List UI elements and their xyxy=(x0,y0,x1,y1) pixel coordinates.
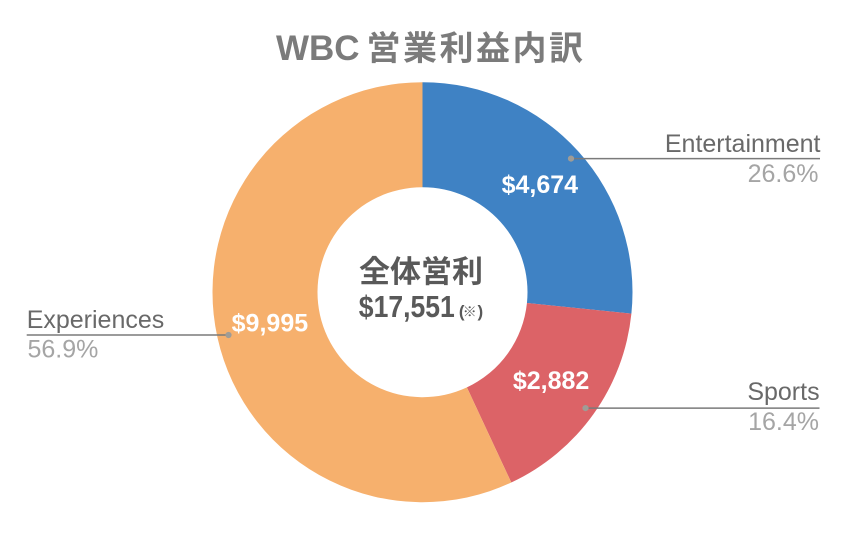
svg-text:$4,674: $4,674 xyxy=(502,171,579,199)
svg-text:$17,551: $17,551 xyxy=(359,289,455,324)
svg-text:Sports: Sports xyxy=(747,378,819,406)
svg-text:Entertainment: Entertainment xyxy=(665,130,821,158)
svg-text:Experiences: Experiences xyxy=(27,306,165,334)
svg-text:$2,882: $2,882 xyxy=(513,367,589,395)
svg-text:): ) xyxy=(478,302,484,321)
svg-text:(: ( xyxy=(459,302,465,321)
svg-text:26.6%: 26.6% xyxy=(748,160,819,188)
svg-text:$9,995: $9,995 xyxy=(232,310,309,338)
svg-text:56.9%: 56.9% xyxy=(28,335,99,363)
svg-text:16.4%: 16.4% xyxy=(748,408,819,436)
svg-text:WBC: WBC xyxy=(276,29,360,68)
